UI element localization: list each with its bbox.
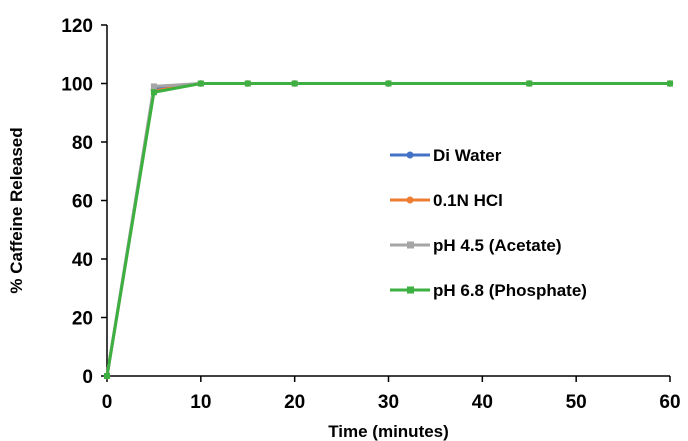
- x-tick-label: 20: [284, 392, 305, 413]
- y-tick-label: 0: [82, 367, 93, 388]
- data-point-ph-6-8-phosphate: [385, 80, 392, 87]
- legend-marker-0-1n-hcl: [406, 196, 414, 204]
- y-tick-label: 40: [72, 250, 93, 271]
- data-point-ph-6-8-phosphate: [526, 80, 533, 87]
- series-line-ph-4-5-acetate: [105, 82, 670, 377]
- data-point-ph-6-8-phosphate: [197, 80, 204, 87]
- data-point-ph-4-5-acetate: [150, 83, 157, 90]
- legend-label-di-water: Di Water: [433, 146, 502, 165]
- legend-marker-ph-6-8-phosphate: [407, 286, 414, 294]
- axes: [106, 25, 670, 377]
- data-point-ph-6-8-phosphate: [150, 89, 157, 96]
- x-tick-label: 40: [472, 392, 493, 413]
- legend-label-0-1n-hcl: 0.1N HCl: [433, 191, 503, 210]
- y-tick-label: 60: [72, 192, 93, 213]
- y-tick-label: 100: [61, 75, 93, 96]
- x-tick-label: 30: [378, 392, 399, 413]
- series-line-0-1n-hcl: [105, 82, 670, 377]
- data-point-ph-6-8-phosphate: [667, 80, 673, 87]
- x-axis-title: Time (minutes): [328, 422, 449, 441]
- series-line-ph-6-8-phosphate: [105, 82, 670, 377]
- data-point-ph-6-8-phosphate: [104, 373, 110, 379]
- y-tick-label: 120: [61, 16, 93, 37]
- legend: Di Water 0.1N HCl pH 4.5 (Acetate) pH 6.8 (…: [390, 146, 587, 300]
- x-tick-label: 10: [190, 392, 211, 413]
- x-tick-label: 50: [566, 392, 587, 413]
- y-tick-label: 20: [72, 309, 93, 330]
- y-tick-label: 80: [72, 133, 93, 154]
- axis-ticks: 0 20 40 60 80 100 120 0 10 20 30 40 50 60: [61, 16, 680, 413]
- legend-marker-ph-4-5-acetate: [407, 241, 414, 249]
- series-lines: [105, 82, 670, 377]
- y-axis-title: % Caffeine Released: [7, 127, 26, 293]
- series-markers: [103, 80, 674, 380]
- x-tick-label: 60: [659, 392, 680, 413]
- legend-label-ph-4-5-acetate: pH 4.5 (Acetate): [433, 236, 561, 255]
- legend-marker-di-water: [406, 151, 414, 159]
- data-point-ph-6-8-phosphate: [291, 80, 298, 87]
- series-line-di-water: [105, 82, 670, 377]
- data-point-ph-6-8-phosphate: [244, 80, 251, 87]
- x-tick-label: 0: [102, 392, 113, 413]
- legend-label-ph-6-8-phosphate: pH 6.8 (Phosphate): [433, 281, 587, 300]
